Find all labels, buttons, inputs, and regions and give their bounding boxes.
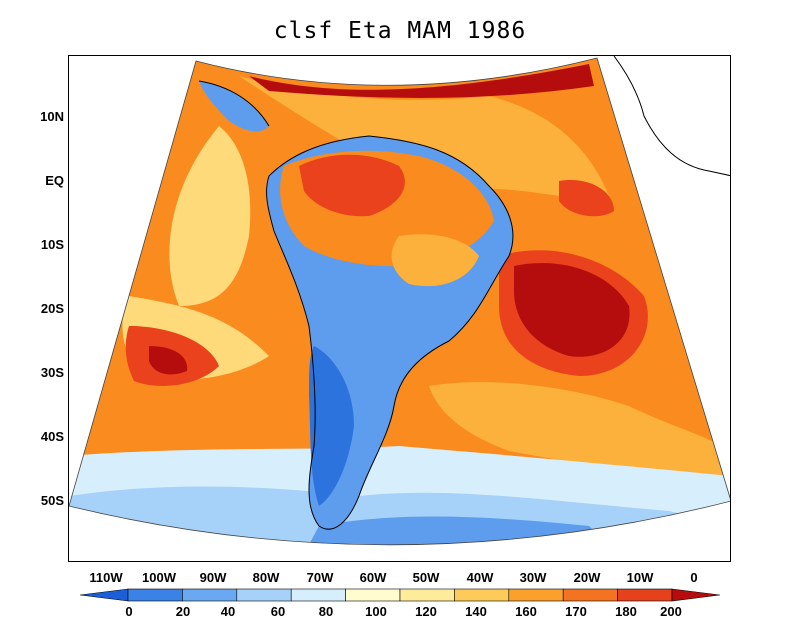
- colorbar-bin-6: [399, 588, 455, 602]
- colorbar-tick-60: 60: [270, 604, 286, 619]
- colorbar-bin-0: [79, 588, 129, 602]
- map-plot: [69, 56, 730, 546]
- lon-label-100w: 100W: [142, 570, 176, 585]
- model-domain: [69, 58, 730, 545]
- colorbar-tick-120: 120: [415, 604, 437, 619]
- colorbar-tick-100: 100: [365, 604, 387, 619]
- lon-label-90w: 90W: [199, 570, 227, 585]
- lon-label-0: 0: [690, 570, 698, 585]
- ocean-band-dark-south: [299, 516, 629, 545]
- lon-label-50w: 50W: [412, 570, 440, 585]
- colorbar-bin-5: [345, 588, 401, 602]
- colorbar-tick-140: 140: [465, 604, 487, 619]
- lat-label-20s: 20S: [40, 301, 64, 316]
- colorbar-bin-3: [236, 588, 292, 602]
- lon-label-70w: 70W: [306, 570, 334, 585]
- amazon-core: [299, 154, 405, 217]
- ocean-patch-light-north: [239, 76, 609, 199]
- ocean-max-equatorial: [559, 180, 614, 217]
- central-america-coastline: [198, 80, 270, 127]
- colorbar-bin-10: [617, 588, 673, 602]
- lat-label-50s: 50S: [40, 493, 64, 508]
- colorbar-bin-1: [127, 588, 183, 602]
- ocean-core-pacific: [149, 346, 188, 375]
- lon-label-40w: 40W: [466, 570, 494, 585]
- lat-label-eq: EQ: [45, 173, 64, 188]
- map-title: clsf Eta MAM 1986: [273, 18, 527, 44]
- colorbar-tick-200: 200: [660, 604, 682, 619]
- lon-label-30w: 30W: [519, 570, 547, 585]
- lon-label-20w: 20W: [573, 570, 601, 585]
- colorbar-tick-170: 170: [565, 604, 587, 619]
- south-america-coastline: [266, 135, 514, 530]
- ocean-max-caribbean: [249, 64, 594, 98]
- colorbar-tick-180: 180: [615, 604, 637, 619]
- lon-label-110w: 110W: [89, 570, 123, 585]
- central-america-land: [199, 81, 269, 132]
- colorbar-tick-40: 40: [220, 604, 236, 619]
- colorbar-bins: [79, 588, 721, 602]
- africa-coastline: [613, 56, 730, 177]
- colorbar-bin-11: [671, 588, 721, 602]
- interior-warm: [391, 234, 479, 287]
- colorbar-bin-9: [562, 588, 618, 602]
- colorbar-bin-8: [508, 588, 564, 602]
- colorbar-tick-80: 80: [318, 604, 334, 619]
- domain-outline: [69, 57, 730, 546]
- andes-dark: [309, 346, 354, 506]
- colorbar: [79, 588, 721, 602]
- lon-label-10w: 10W: [626, 570, 654, 585]
- lat-label-40s: 40S: [40, 429, 64, 444]
- lat-label-10n: 10N: [40, 109, 64, 124]
- colorbar-bin-7: [454, 588, 510, 602]
- map-frame: [68, 55, 731, 562]
- colorbar-bin-4: [290, 588, 346, 602]
- colorbar-tick-160: 160: [515, 604, 537, 619]
- lat-label-30s: 30S: [40, 365, 64, 380]
- lon-label-60w: 60W: [359, 570, 387, 585]
- colorbar-tick-0: 0: [125, 604, 133, 619]
- lat-label-10s: 10S: [40, 237, 64, 252]
- lon-label-80w: 80W: [252, 570, 280, 585]
- ocean-core-atlantic: [514, 262, 630, 357]
- ocean-pale-pacific-coast: [169, 126, 251, 306]
- colorbar-tick-20: 20: [175, 604, 191, 619]
- colorbar-bin-2: [182, 588, 238, 602]
